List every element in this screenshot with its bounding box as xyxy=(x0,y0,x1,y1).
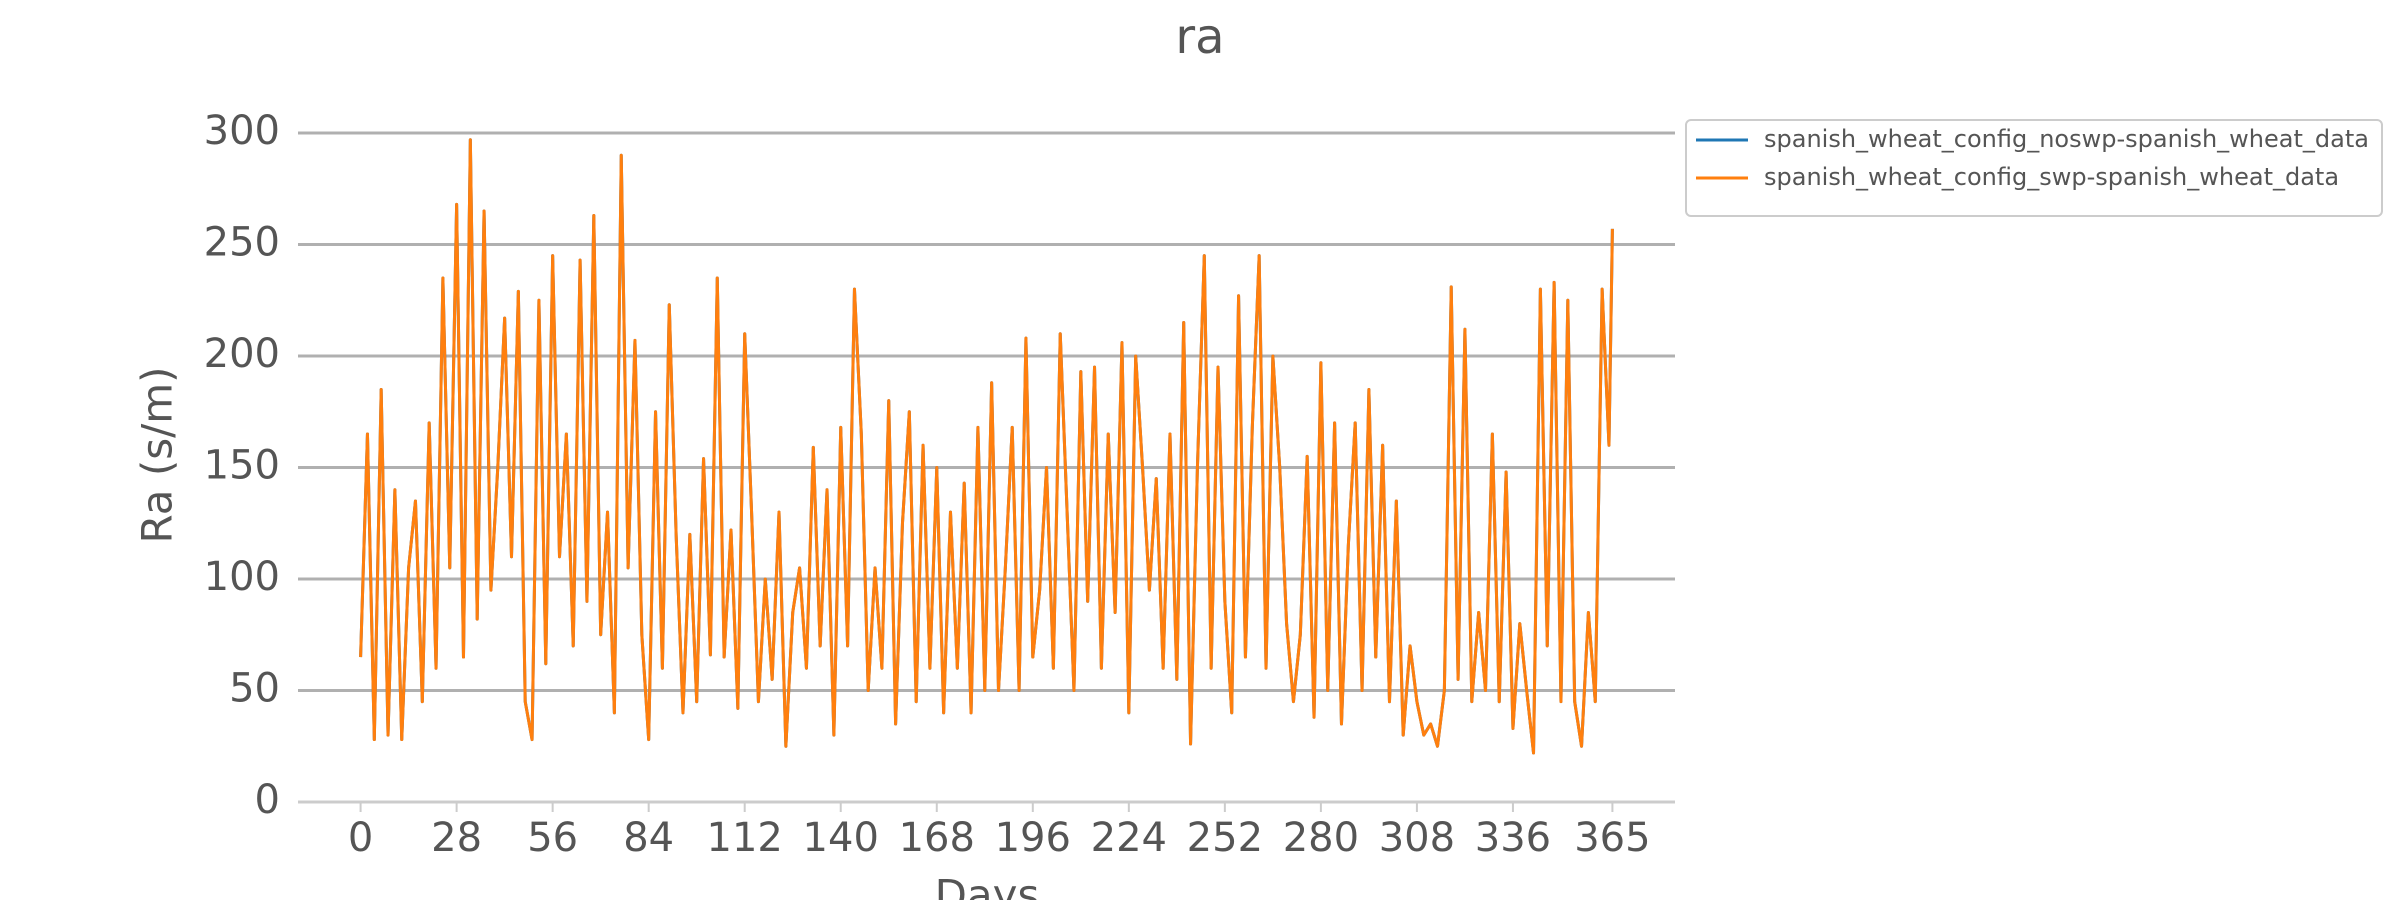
x-tick-label: 56 xyxy=(527,815,578,861)
x-tick-label: 84 xyxy=(623,815,674,861)
x-tick-label: 0 xyxy=(348,815,373,861)
x-tick-label: 196 xyxy=(995,815,1071,861)
legend-label: spanish_wheat_config_noswp-spanish_wheat… xyxy=(1764,125,2369,153)
y-tick-label: 50 xyxy=(229,666,280,712)
y-tick-label: 250 xyxy=(204,220,280,266)
legend-label: spanish_wheat_config_swp-spanish_wheat_d… xyxy=(1764,163,2339,191)
legend-box xyxy=(1685,119,2383,217)
y-tick-label: 150 xyxy=(204,443,280,489)
y-tick-label: 200 xyxy=(204,331,280,377)
y-tick-label: 100 xyxy=(204,554,280,600)
x-tick-label: 336 xyxy=(1475,815,1551,861)
x-tick-label: 140 xyxy=(803,815,879,861)
y-tick-label: 300 xyxy=(204,108,280,154)
x-tick-label: 112 xyxy=(707,815,783,861)
y-axis-label: Ra (s/m) xyxy=(133,366,182,543)
data-line xyxy=(359,138,1614,755)
chart-title: ra xyxy=(1175,9,1224,65)
x-tick-label: 365 xyxy=(1574,815,1650,861)
x-tick-label: 168 xyxy=(899,815,975,861)
x-axis-label: Days xyxy=(935,871,1040,900)
x-tick-label: 308 xyxy=(1379,815,1455,861)
x-tick-label: 28 xyxy=(431,815,482,861)
x-tick-label: 280 xyxy=(1283,815,1359,861)
x-tick-label: 252 xyxy=(1187,815,1263,861)
y-tick-label: 0 xyxy=(255,777,280,823)
x-tick-label: 224 xyxy=(1091,815,1167,861)
